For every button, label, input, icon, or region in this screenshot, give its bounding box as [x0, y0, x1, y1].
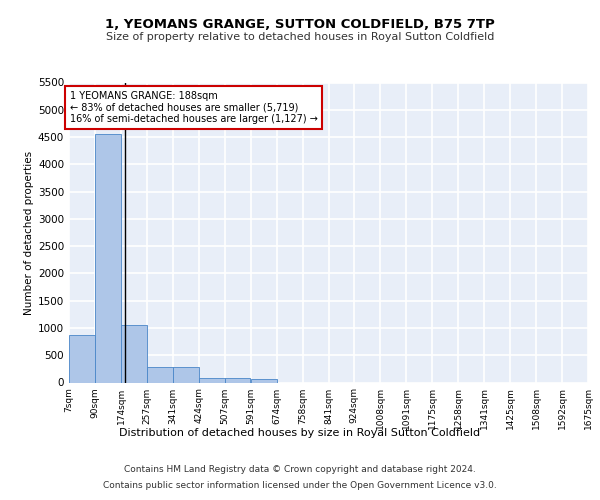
Text: 1, YEOMANS GRANGE, SUTTON COLDFIELD, B75 7TP: 1, YEOMANS GRANGE, SUTTON COLDFIELD, B75… [105, 18, 495, 30]
Text: Contains HM Land Registry data © Crown copyright and database right 2024.: Contains HM Land Registry data © Crown c… [124, 466, 476, 474]
Text: Distribution of detached houses by size in Royal Sutton Coldfield: Distribution of detached houses by size … [119, 428, 481, 438]
Text: Size of property relative to detached houses in Royal Sutton Coldfield: Size of property relative to detached ho… [106, 32, 494, 42]
Bar [173, 366, 199, 382]
Text: 1 YEOMANS GRANGE: 188sqm
← 83% of detached houses are smaller (5,719)
16% of sem: 1 YEOMANS GRANGE: 188sqm ← 83% of detach… [70, 90, 317, 124]
Bar [69, 334, 95, 382]
Text: Contains public sector information licensed under the Open Government Licence v3: Contains public sector information licen… [103, 480, 497, 490]
Bar [224, 378, 250, 382]
Bar [251, 379, 277, 382]
Bar [147, 366, 173, 382]
Y-axis label: Number of detached properties: Number of detached properties [24, 150, 34, 314]
Bar [199, 378, 224, 382]
Bar [95, 134, 121, 382]
Bar [121, 324, 147, 382]
